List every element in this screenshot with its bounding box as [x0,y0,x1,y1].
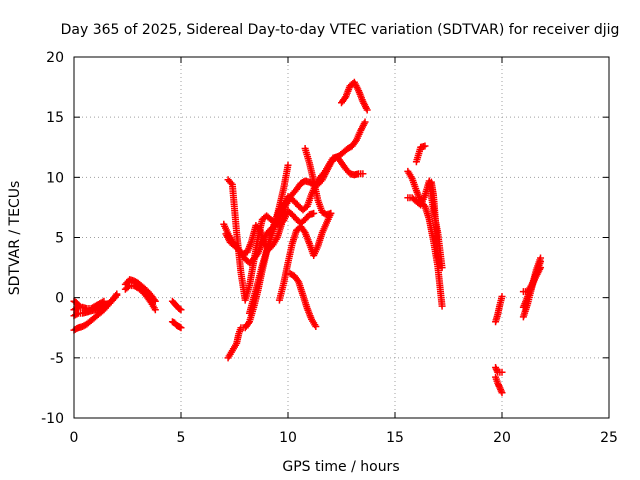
data-point [284,193,292,201]
data-point [76,303,84,311]
y-tick-label: -5 [50,351,64,367]
data-point [177,324,185,332]
data-series [168,318,185,332]
data-point [113,290,121,298]
data-point [100,297,108,305]
data-series [492,373,506,397]
plus-marker [99,298,107,306]
x-tick-label: 0 [70,430,79,446]
x-tick-label: 20 [493,430,511,446]
data-series [492,363,506,376]
data-series [286,270,320,331]
axis-ticks [73,56,610,419]
gridlines [74,57,609,418]
data-series [121,282,159,314]
y-tick-label: 0 [55,291,64,307]
data-series [425,178,442,261]
data-series [121,276,159,305]
data-point [438,264,446,272]
data-series [519,258,545,296]
y-tick-label: 5 [55,231,64,247]
y-axis-label: SDTVAR / TECUs [7,181,23,296]
data-point [361,118,369,126]
data-point [151,306,159,314]
y-tick-label: 15 [46,110,64,126]
x-tick-label: 10 [279,430,297,446]
data-point [537,258,545,266]
data-point [434,253,442,261]
data-point [438,302,446,310]
y-tick-label: 20 [46,50,64,66]
y-tick-label: 10 [46,170,64,186]
data-series [168,297,185,314]
data-point [498,368,506,376]
data-series [338,78,371,114]
data-series [275,209,335,304]
data-series [492,292,506,326]
data-points [70,78,545,397]
data-point [421,142,429,150]
plus-marker [124,283,132,291]
data-point [310,209,318,217]
data-point [284,161,292,169]
plus-marker [112,292,120,300]
plus-marker [73,310,81,318]
tick-labels: 0 5 10 15 20 25 -10 -5 0 5 10 15 20 [41,50,618,446]
data-series [245,161,292,317]
data-point [312,323,320,331]
data-series [412,142,429,166]
x-tick-label: 15 [386,430,404,446]
data-point [177,306,185,314]
data-series [224,176,318,304]
data-point [359,170,367,178]
x-tick-label: 25 [600,430,618,446]
chart-title: Day 365 of 2025, Sidereal Day-to-day VTE… [61,22,620,38]
data-point [498,389,506,397]
data-point [327,209,335,217]
plus-marker [244,319,252,327]
plus-marker [75,302,83,310]
y-tick-label: -10 [41,411,64,427]
data-point [363,106,371,114]
data-series [301,144,335,219]
x-axis-label: GPS time / hours [282,459,399,475]
x-tick-label: 5 [177,430,186,446]
data-point [498,292,506,300]
